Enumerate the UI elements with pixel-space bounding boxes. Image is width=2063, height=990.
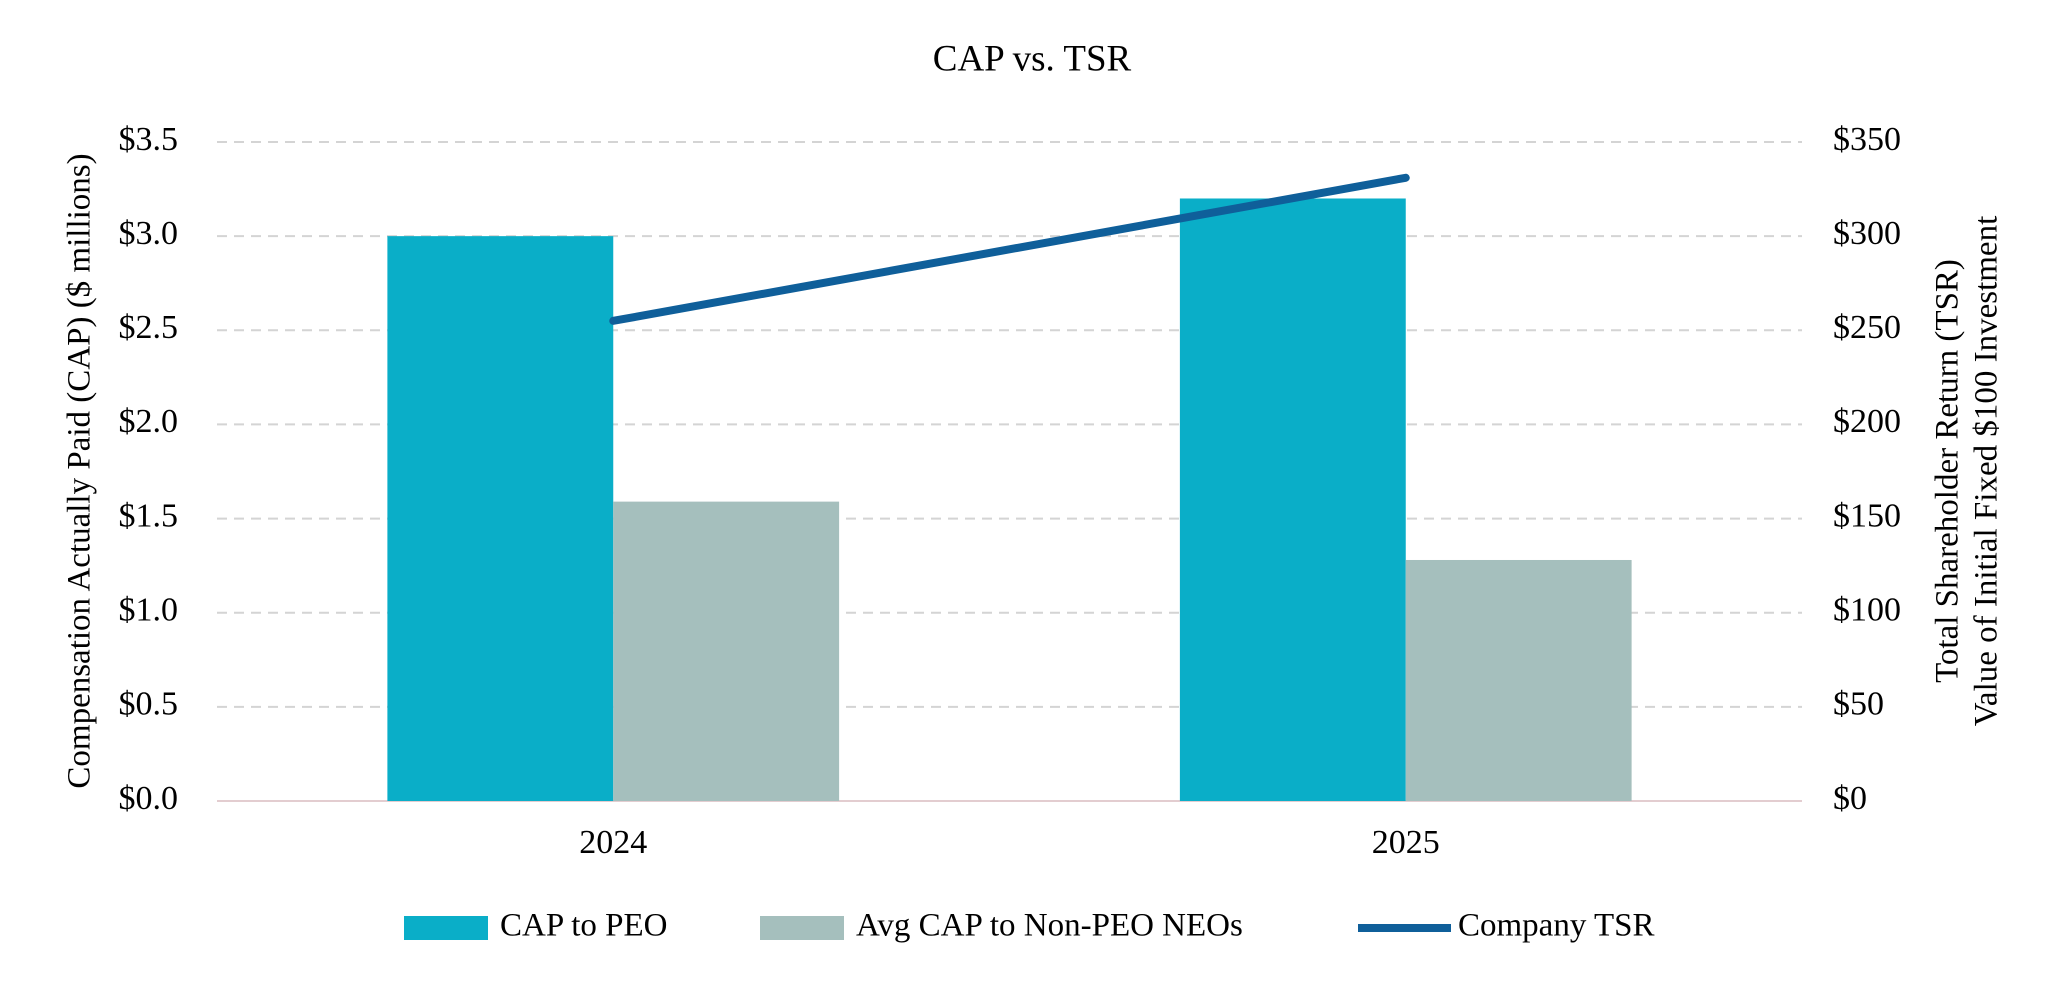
y2-tick-label: $200: [1833, 403, 1901, 440]
y-tick-label: $0.0: [119, 780, 179, 817]
y2-tick-label: $350: [1833, 121, 1901, 158]
y-tick-label: $1.0: [119, 592, 179, 629]
x-tick-label: 2025: [1372, 824, 1440, 861]
legend-swatch: [404, 916, 488, 940]
bar: [613, 501, 840, 801]
y-tick-label: $1.5: [119, 497, 179, 534]
y-axis-title: Compensation Actually Paid (CAP) ($ mill…: [62, 153, 98, 788]
y2-tick-label: $250: [1833, 309, 1901, 346]
bar: [387, 236, 614, 802]
chart-title: CAP vs. TSR: [933, 38, 1132, 79]
legend-label: Avg CAP to Non-PEO NEOs: [856, 908, 1243, 944]
y-tick-label: $2.5: [119, 309, 179, 346]
bar: [1405, 559, 1632, 801]
x-tick-label: 2024: [579, 824, 647, 861]
y-tick-label: $3.5: [119, 121, 179, 158]
y2-tick-label: $100: [1833, 592, 1901, 629]
y2-axis-title: Value of Initial Fixed $100 Investment: [1969, 216, 2005, 727]
legend-label: CAP to PEO: [500, 908, 667, 944]
y-tick-label: $3.0: [119, 215, 179, 252]
y2-tick-label: $300: [1833, 215, 1901, 252]
bar: [1179, 198, 1406, 801]
y-tick-label: $2.0: [119, 403, 179, 440]
tsr-line: [609, 173, 1410, 325]
y2-tick-label: $0: [1833, 780, 1867, 817]
legend-swatch: [760, 916, 844, 940]
y2-tick-label: $150: [1833, 497, 1901, 534]
y2-tick-label: $50: [1833, 686, 1884, 723]
legend-label: Company TSR: [1458, 908, 1655, 944]
y-tick-label: $0.5: [119, 686, 179, 723]
y2-axis-title: Total Shareholder Return (TSR): [1930, 259, 1966, 683]
